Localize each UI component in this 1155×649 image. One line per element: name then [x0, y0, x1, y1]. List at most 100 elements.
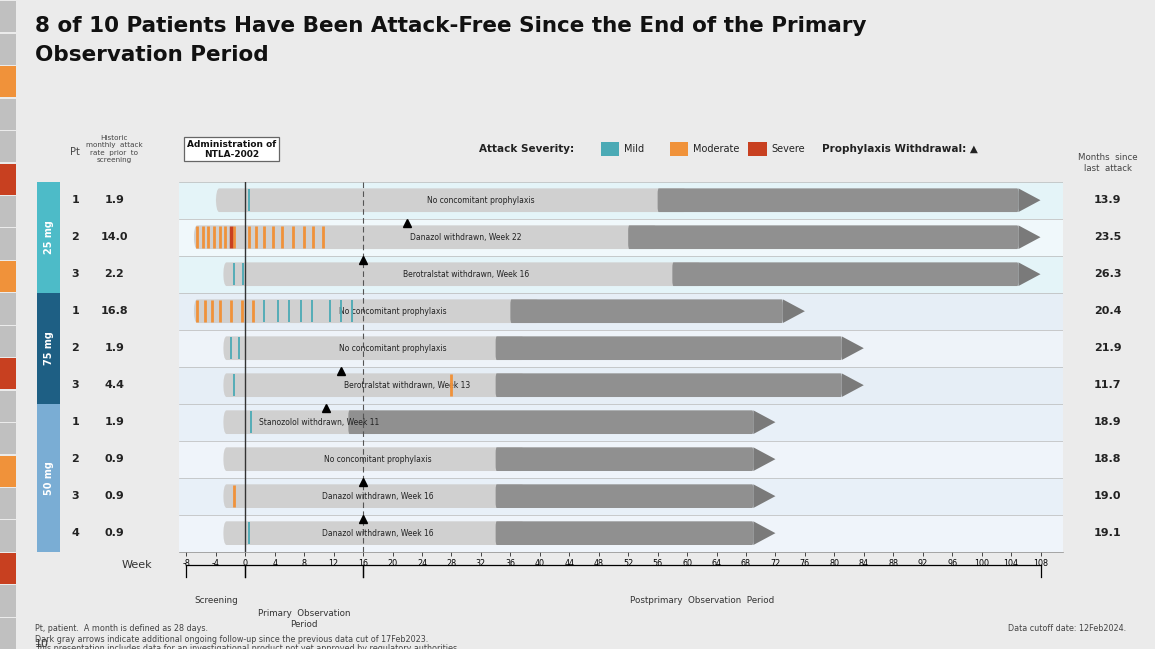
FancyBboxPatch shape [223, 447, 526, 471]
Bar [0, 99, 16, 130]
Text: Week: Week [121, 559, 152, 570]
Bar [179, 478, 1063, 515]
Text: Data cutoff date: 12Feb2024.: Data cutoff date: 12Feb2024. [1008, 624, 1126, 633]
Text: 25 mg: 25 mg [44, 220, 53, 254]
Bar [179, 219, 1063, 256]
Polygon shape [842, 373, 864, 397]
FancyBboxPatch shape [223, 373, 526, 397]
Bar [0, 293, 16, 324]
Text: 16.8: 16.8 [100, 306, 128, 316]
Text: 1: 1 [72, 195, 79, 205]
Bar [0, 164, 16, 195]
Polygon shape [1019, 225, 1041, 249]
Text: 8 of 10 Patients Have Been Attack-Free Since the End of the Primary: 8 of 10 Patients Have Been Attack-Free S… [35, 16, 866, 36]
Bar [37, 293, 60, 404]
Bar [0, 488, 16, 519]
Text: 1: 1 [72, 417, 79, 427]
Text: Historic
monthly  attack
rate  prior  to
screening: Historic monthly attack rate prior to sc… [85, 135, 143, 164]
Bar [0, 618, 16, 649]
Text: 1.9: 1.9 [104, 195, 125, 205]
Bar [0, 585, 16, 617]
Text: 20.4: 20.4 [1094, 306, 1122, 316]
Text: 23.5: 23.5 [1094, 232, 1122, 242]
Bar [179, 330, 1063, 367]
FancyBboxPatch shape [511, 299, 783, 323]
Bar [179, 515, 1063, 552]
Text: 2.2: 2.2 [104, 269, 125, 279]
Text: Dark gray arrows indicate additional ongoing follow-up since the previous data c: Dark gray arrows indicate additional ong… [35, 635, 427, 644]
Text: 18.9: 18.9 [1094, 417, 1122, 427]
Text: 75 mg: 75 mg [44, 331, 53, 365]
Bar [37, 182, 60, 293]
Text: Months  since
last  attack: Months since last attack [1078, 153, 1138, 173]
Bar [179, 367, 1063, 404]
Text: No concomitant prophylaxis: No concomitant prophylaxis [338, 344, 446, 352]
Text: Danazol withdrawn, Week 16: Danazol withdrawn, Week 16 [322, 492, 433, 500]
Bar [179, 441, 1063, 478]
FancyBboxPatch shape [223, 484, 526, 508]
Bar [0, 228, 16, 260]
FancyBboxPatch shape [495, 484, 753, 508]
Bar [0, 358, 16, 389]
FancyBboxPatch shape [223, 262, 702, 286]
Text: 19.0: 19.0 [1094, 491, 1122, 501]
Text: No concomitant prophylaxis: No concomitant prophylaxis [338, 307, 446, 315]
Bar [0, 196, 16, 227]
Text: This presentation includes data for an investigational product not yet approved : This presentation includes data for an i… [35, 644, 460, 649]
Text: Attack Severity:: Attack Severity: [479, 144, 574, 154]
Text: Stanozolol withdrawn, Week 11: Stanozolol withdrawn, Week 11 [259, 418, 379, 426]
Text: No concomitant prophylaxis: No concomitant prophylaxis [325, 455, 432, 463]
Text: Administration of
NTLA-2002: Administration of NTLA-2002 [187, 140, 276, 159]
FancyBboxPatch shape [495, 336, 842, 360]
Text: 3: 3 [72, 491, 79, 501]
Polygon shape [753, 410, 775, 434]
Text: Pt: Pt [70, 147, 80, 157]
Text: Mild: Mild [624, 144, 643, 154]
Text: Danazol withdrawn, Week 22: Danazol withdrawn, Week 22 [410, 233, 522, 241]
Bar [0, 553, 16, 584]
Bar [0, 66, 16, 97]
Bar [0, 34, 16, 65]
Bar [179, 404, 1063, 441]
Text: 3: 3 [72, 380, 79, 390]
Text: 0.9: 0.9 [104, 528, 125, 538]
Text: Observation Period: Observation Period [35, 45, 268, 66]
Text: Prophylaxis Withdrawal: ▲: Prophylaxis Withdrawal: ▲ [822, 144, 978, 154]
Text: Severe: Severe [772, 144, 805, 154]
Bar [0, 1, 16, 32]
FancyBboxPatch shape [657, 188, 1019, 212]
FancyBboxPatch shape [216, 188, 687, 212]
FancyBboxPatch shape [223, 336, 526, 360]
Text: 50 mg: 50 mg [44, 461, 53, 495]
Text: No concomitant prophylaxis: No concomitant prophylaxis [427, 196, 535, 204]
Text: 2: 2 [72, 232, 79, 242]
Polygon shape [753, 447, 775, 471]
Bar [0, 456, 16, 487]
Polygon shape [783, 299, 805, 323]
Text: Pt, patient.  A month is defined as 28 days.: Pt, patient. A month is defined as 28 da… [35, 624, 208, 633]
Text: 1: 1 [72, 306, 79, 316]
Text: 10: 10 [35, 639, 49, 649]
Text: 0.9: 0.9 [104, 454, 125, 464]
FancyBboxPatch shape [672, 262, 1019, 286]
Text: 21.9: 21.9 [1094, 343, 1122, 353]
Text: Moderate: Moderate [693, 144, 739, 154]
Bar [179, 256, 1063, 293]
Text: 26.3: 26.3 [1094, 269, 1122, 279]
Text: Postprimary  Observation  Period: Postprimary Observation Period [629, 596, 774, 605]
Text: Berotralstat withdrawn, Week 13: Berotralstat withdrawn, Week 13 [344, 381, 470, 389]
Polygon shape [1019, 188, 1041, 212]
FancyBboxPatch shape [495, 521, 753, 545]
Bar [0, 131, 16, 162]
Text: 19.1: 19.1 [1094, 528, 1122, 538]
Bar [0, 391, 16, 422]
Text: Berotralstat withdrawn, Week 16: Berotralstat withdrawn, Week 16 [403, 270, 529, 278]
Bar [0, 261, 16, 292]
Bar [179, 182, 1063, 219]
FancyBboxPatch shape [495, 447, 753, 471]
Text: 13.9: 13.9 [1094, 195, 1122, 205]
Bar [37, 404, 60, 552]
Text: 2: 2 [72, 343, 79, 353]
FancyBboxPatch shape [628, 225, 1019, 249]
Text: 3: 3 [72, 269, 79, 279]
